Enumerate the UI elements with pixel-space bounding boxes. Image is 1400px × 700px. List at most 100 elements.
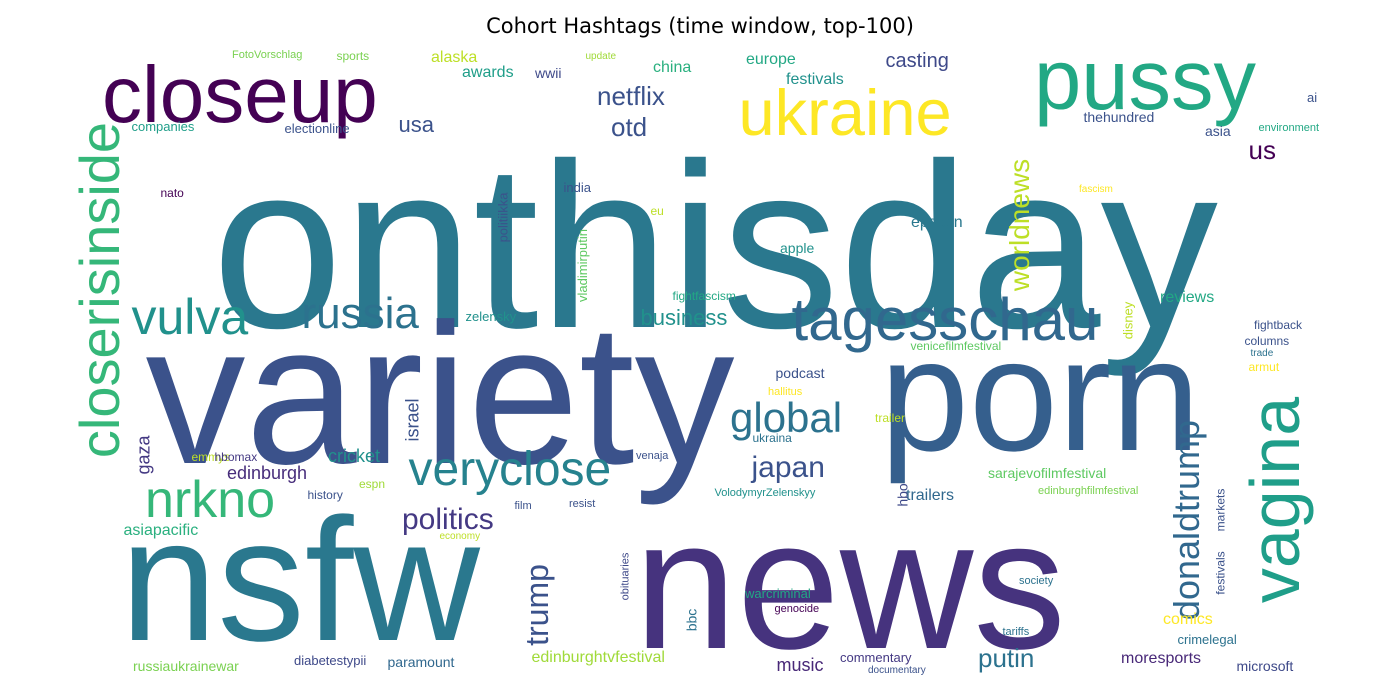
word-news: news: [634, 481, 1066, 688]
word-columns: columns: [1244, 334, 1290, 348]
word-india: india: [563, 179, 591, 195]
word-documentary: documentary: [868, 665, 926, 676]
word-markets: markets: [1212, 488, 1227, 532]
word-tagesschau: tagesschau: [791, 286, 1099, 353]
word-ukraine: ukraine: [738, 75, 952, 149]
word-awards: awards: [462, 64, 514, 81]
word-thehundred: thehundred: [1083, 109, 1155, 125]
word-comics: comics: [1163, 611, 1213, 628]
word-netflix: netflix: [597, 81, 665, 111]
word-europe: europe: [746, 51, 796, 68]
word-apple: apple: [780, 240, 815, 256]
word-podcast: podcast: [775, 365, 825, 381]
word-crimelegal: crimelegal: [1177, 631, 1237, 647]
word-electionline: electionline: [284, 120, 350, 136]
word-hallitus: hallitus: [768, 385, 803, 398]
word-us: us: [1248, 135, 1276, 165]
word-ukraina: ukraina: [752, 431, 792, 445]
word-environment: environment: [1258, 121, 1320, 134]
word-pussy: pussy: [1034, 32, 1257, 128]
word-diabetestypii: diabetestypii: [294, 652, 367, 668]
word-cricket: cricket: [328, 446, 381, 466]
word-casting: casting: [885, 50, 949, 72]
word-music: music: [776, 655, 824, 675]
word-nato: nato: [160, 186, 184, 200]
word-warcriminal: warcriminal: [745, 585, 811, 601]
word-trade: trade: [1250, 348, 1274, 359]
word-society: society: [1019, 574, 1054, 587]
word-fightback: fightback: [1254, 318, 1303, 332]
word-obituaries: obituaries: [619, 552, 632, 600]
word-usa: usa: [398, 112, 434, 137]
word-alaska: alaska: [431, 49, 478, 66]
word-israel: israel: [402, 398, 423, 442]
word-closerisinside: closerisinside: [68, 121, 132, 459]
word-fotovorschlag: FotoVorschlag: [232, 48, 303, 61]
word-film: film: [514, 499, 532, 512]
word-veryclose: veryclose: [408, 443, 612, 496]
word-japan: japan: [751, 451, 825, 484]
word-worldnews: worldnews: [1004, 158, 1036, 292]
word-paramount: paramount: [387, 654, 455, 670]
word-edinburghtvfestival: edinburghtvfestival: [531, 649, 665, 666]
word-zelensky: zelensky: [465, 308, 517, 324]
word-resist: resist: [569, 497, 596, 510]
word-russiaukrainewar: russiaukrainewar: [133, 658, 239, 674]
word-variety: variety: [145, 283, 735, 506]
word-sarajevofilmfestival: sarajevofilmfestival: [988, 465, 1107, 481]
word-trailers: trailers: [906, 487, 955, 504]
word-business: business: [640, 305, 728, 330]
word-hbo: hbo: [894, 483, 911, 507]
word-closeup: closeup: [102, 50, 378, 139]
word-companies: companies: [131, 118, 195, 134]
word-trump: trump: [518, 564, 555, 646]
word-hbomax: hbomax: [214, 450, 258, 464]
word-ai: ai: [1307, 89, 1318, 105]
word-epstein: epstein: [911, 214, 963, 231]
word-wwii: wwii: [535, 65, 562, 81]
word-edinburghfilmfestival: edinburghfilmfestival: [1038, 484, 1139, 497]
word-venaja: venaja: [636, 449, 669, 462]
word-global: global: [730, 394, 843, 441]
word-onthisday: onthisday: [212, 113, 1218, 377]
word-reviews: reviews: [1160, 289, 1215, 306]
word-festivals: festivals: [786, 71, 844, 88]
word-bbc: bbc: [682, 608, 699, 632]
word-otd: otd: [611, 112, 648, 142]
word-gaza: gaza: [133, 435, 154, 475]
word-trailer: trailer: [875, 411, 906, 425]
word-asiapacific: asiapacific: [123, 522, 199, 539]
word-fightfascism: fightfascism: [672, 289, 736, 303]
word-russia: russia: [301, 289, 419, 338]
word-moresports: moresports: [1121, 650, 1202, 667]
word-venicefilmfestival: venicefilmfestival: [910, 339, 1002, 353]
word-economy: economy: [439, 531, 481, 542]
word-nsfw: nsfw: [120, 482, 480, 678]
word-asia: asia: [1205, 123, 1231, 139]
word-espn: espn: [359, 477, 386, 491]
word-politiikka: politiikka: [495, 192, 511, 242]
word-edinburgh: edinburgh: [227, 463, 308, 483]
word-armut: armut: [1248, 360, 1280, 374]
word-vagina: vagina: [1236, 396, 1315, 604]
chart-title: Cohort Hashtags (time window, top-100): [486, 14, 914, 38]
word-emmys: emmys: [191, 450, 231, 464]
word-politics: politics: [402, 503, 494, 536]
word-nrkno: nrkno: [145, 471, 276, 529]
word-genocide: genocide: [774, 602, 820, 615]
word-festivals: festivals: [1213, 551, 1228, 595]
word-sports: sports: [336, 49, 370, 63]
word-disney: disney: [1120, 301, 1136, 339]
word-eu: eu: [650, 204, 664, 218]
word-history: history: [307, 488, 343, 502]
word-fascism: fascism: [1079, 184, 1113, 195]
word-volodymyrzelenskyy: VolodymyrZelenskyy: [714, 486, 816, 499]
word-microsoft: microsoft: [1236, 658, 1294, 674]
word-vladimirputin: vladimirputin: [574, 228, 590, 302]
word-china: china: [653, 59, 692, 76]
word-donaldtrump: donaldtrump: [1166, 419, 1208, 621]
word-putin: putin: [978, 643, 1035, 673]
word-vulva: vulva: [131, 289, 249, 345]
word-commentary: commentary: [840, 649, 912, 665]
